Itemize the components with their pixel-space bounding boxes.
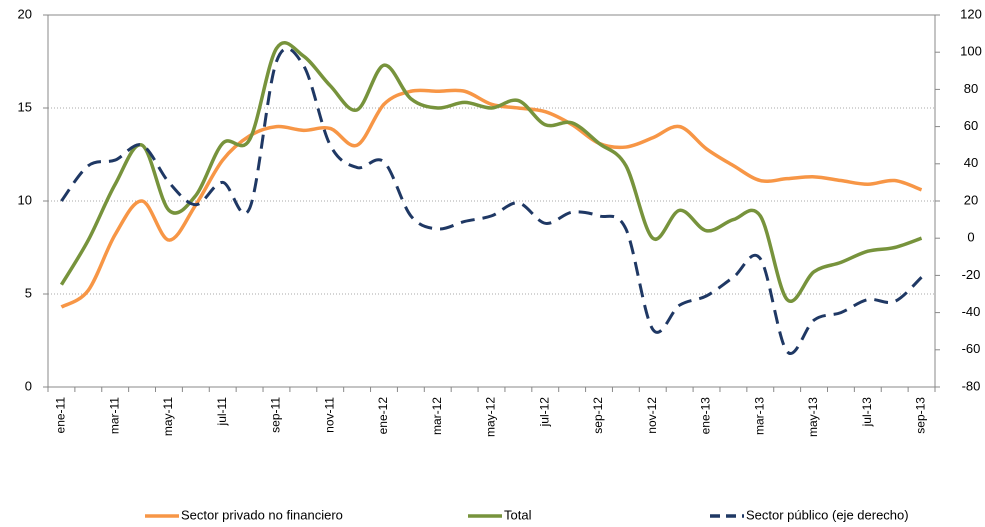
x-tick-label: jul-12 [537, 397, 551, 428]
x-tick-label: may-13 [806, 397, 820, 437]
legend-label: Sector privado no financiero [181, 507, 343, 522]
legend-label: Total [504, 507, 532, 522]
x-tick-label: ene-11 [54, 397, 68, 434]
y-tick-label: 15 [18, 99, 32, 114]
x-tick-label: sep-12 [591, 397, 605, 434]
y2-tick-label: -20 [962, 267, 981, 282]
legend-label: Sector público (eje derecho) [746, 507, 909, 522]
x-tick-label: jul-13 [860, 397, 874, 428]
y2-tick-label: 100 [960, 44, 982, 59]
y2-tick-label: -40 [962, 304, 981, 319]
x-tick-label: may-12 [484, 397, 498, 437]
y2-tick-label: 40 [964, 155, 978, 170]
y2-tick-label: 0 [967, 230, 974, 245]
plot-frame [47, 14, 936, 388]
series-line [60, 47, 923, 356]
y2-tick-label: 20 [964, 192, 978, 207]
y2-tick-label: 80 [964, 81, 978, 96]
x-tick-label: mar-11 [107, 397, 121, 434]
y-tick-label: 5 [25, 285, 32, 300]
x-tick-label: jul-11 [215, 397, 229, 427]
y2-tick-label: 60 [964, 118, 978, 133]
y2-tick-label: -60 [962, 341, 981, 356]
series-line [59, 41, 923, 304]
x-tick-label: sep-11 [269, 397, 283, 433]
x-tick-label: nov-12 [645, 397, 659, 434]
x-tick-label: mar-12 [430, 397, 444, 435]
y-tick-label: 20 [18, 6, 32, 21]
x-tick-label: mar-13 [752, 397, 766, 435]
y2-tick-label: -80 [962, 378, 981, 393]
y2-tick-label: 120 [960, 6, 982, 21]
y-tick-label: 10 [18, 192, 32, 207]
x-tick-label: nov-11 [322, 397, 336, 433]
y-tick-label: 0 [25, 378, 32, 393]
series-line [60, 88, 923, 309]
x-tick-label: ene-12 [376, 397, 390, 435]
x-tick-label: sep-13 [914, 397, 928, 434]
x-tick-label: ene-13 [699, 397, 713, 435]
x-tick-label: may-11 [161, 397, 175, 436]
